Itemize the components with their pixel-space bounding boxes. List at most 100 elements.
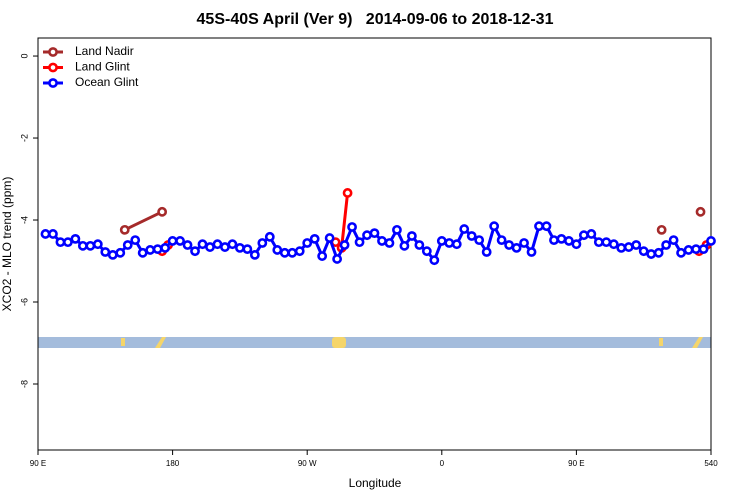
point	[227, 239, 238, 250]
land-patch	[332, 337, 346, 348]
land-patch	[155, 337, 166, 348]
y-axis-label: XCO2 - MLO trend (ppm)	[0, 177, 14, 312]
point	[317, 251, 328, 261]
point	[474, 235, 485, 246]
point	[399, 240, 410, 251]
y-tick-label: -2	[19, 134, 29, 142]
point	[347, 222, 357, 232]
y-tick-label: 0	[19, 54, 29, 59]
point	[519, 238, 529, 248]
point	[287, 247, 298, 258]
ocean-strip	[38, 337, 711, 348]
point	[167, 236, 178, 246]
point	[63, 237, 73, 248]
point	[197, 239, 208, 250]
point	[137, 247, 148, 258]
point	[541, 221, 552, 232]
point	[549, 235, 559, 246]
x-tick-label: 540	[704, 459, 718, 468]
point	[496, 235, 507, 246]
point	[40, 229, 51, 239]
point	[444, 238, 455, 248]
point	[342, 188, 353, 198]
point	[279, 247, 290, 258]
point	[586, 229, 597, 239]
point	[578, 230, 589, 241]
y-tick-label: -4	[19, 216, 29, 224]
point	[653, 247, 664, 258]
point	[242, 244, 253, 255]
land-patch	[692, 337, 703, 348]
point	[107, 249, 118, 260]
point	[511, 242, 522, 253]
point	[504, 240, 514, 250]
point	[119, 224, 130, 235]
point	[302, 238, 313, 248]
point	[534, 221, 544, 232]
land-mask-strip	[38, 337, 711, 348]
point	[384, 238, 395, 248]
x-axis-label: Longitude	[349, 476, 402, 490]
point	[205, 242, 215, 252]
point	[414, 240, 425, 250]
x-tick-label: 90 W	[298, 459, 317, 468]
point	[421, 246, 432, 257]
point	[100, 247, 111, 257]
point	[646, 249, 657, 259]
land-patch	[659, 338, 663, 346]
point	[332, 254, 343, 264]
point	[257, 238, 268, 248]
point	[354, 237, 365, 248]
point	[564, 236, 574, 246]
point	[272, 245, 283, 255]
point	[668, 235, 679, 246]
point	[695, 206, 706, 217]
point	[294, 246, 305, 257]
series-line	[161, 192, 708, 253]
point	[459, 224, 470, 234]
point	[481, 247, 492, 257]
point	[369, 228, 380, 239]
point	[571, 239, 582, 250]
x-tick-label: 0	[440, 459, 445, 468]
point	[698, 244, 709, 255]
point	[220, 242, 230, 252]
point	[661, 240, 672, 250]
point	[182, 240, 193, 250]
point	[130, 235, 141, 246]
legend-marker	[48, 47, 58, 57]
point	[526, 247, 537, 257]
point	[656, 224, 667, 235]
x-tick-label: 90 E	[568, 459, 584, 468]
legend-marker	[48, 62, 58, 73]
point	[683, 245, 694, 255]
point	[429, 255, 440, 266]
point	[145, 245, 156, 255]
x-tick-label: 90 E	[30, 459, 46, 468]
point	[249, 249, 260, 260]
point	[77, 240, 88, 251]
point	[48, 229, 58, 239]
land-patch	[121, 338, 125, 346]
point	[377, 236, 387, 246]
point	[309, 233, 320, 244]
point	[638, 246, 649, 257]
point	[70, 233, 81, 244]
point	[556, 233, 567, 244]
point	[489, 221, 500, 232]
point	[608, 239, 619, 250]
point	[175, 236, 185, 246]
point	[122, 240, 133, 250]
point	[616, 242, 627, 253]
point	[466, 231, 477, 241]
y-tick-label: -8	[19, 380, 29, 388]
legend-marker	[48, 78, 58, 88]
point	[115, 247, 126, 258]
point	[92, 239, 103, 250]
point	[676, 247, 686, 258]
series-line	[125, 212, 701, 230]
point	[406, 231, 417, 241]
y-tick-label: -6	[19, 298, 29, 306]
point	[451, 239, 462, 250]
point	[691, 244, 701, 255]
